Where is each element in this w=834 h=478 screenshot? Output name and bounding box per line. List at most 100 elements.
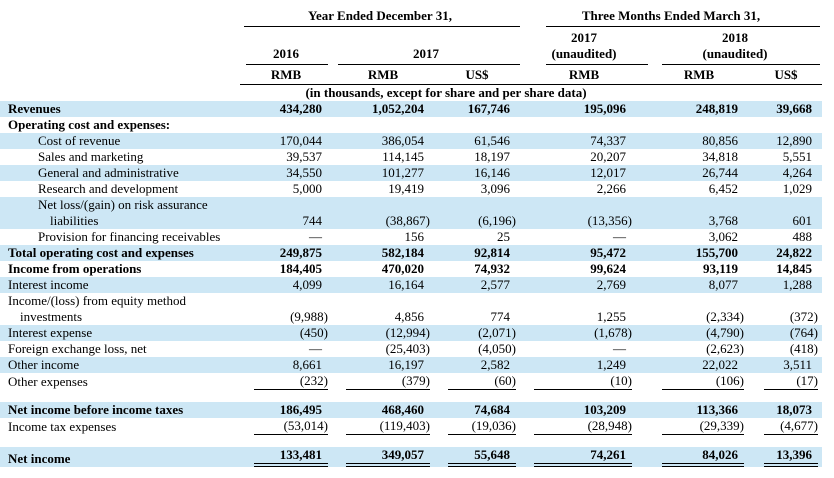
table-row: General and administrative 34,550 101,277 1… <box>0 165 823 181</box>
row-label: General and administrative <box>38 165 179 180</box>
cell-value: (9,988) <box>290 309 328 324</box>
cell-value: 386,054 <box>381 133 424 148</box>
cell-value: 80,856 <box>702 133 738 148</box>
cell-value: 155,700 <box>695 245 738 260</box>
col-2017-q1-label: 2017 <box>571 30 597 45</box>
cell-value: 14,845 <box>776 261 813 276</box>
row-label: Other income <box>8 357 80 372</box>
currency-header: RMB <box>520 65 648 85</box>
cell-value: 18,073 <box>776 402 813 417</box>
table-row: Research and development 5,000 19,419 3,096… <box>0 181 822 197</box>
cell-value: 34,818 <box>702 149 738 164</box>
year-row: 2016 2017 2017 (unaudited) 2018 (unaudit… <box>0 27 822 65</box>
cell-value: (2,334) <box>706 309 744 324</box>
cell-value: 1,288 <box>782 277 813 292</box>
group-rule <box>244 26 520 27</box>
group-three-months: Three Months Ended March 31, <box>520 6 822 27</box>
cell-value: 13,396 <box>750 447 822 467</box>
cell-value: (2,071) <box>478 325 516 340</box>
row-label: Operating cost and expenses: <box>8 117 171 132</box>
cell-value: (17) <box>750 373 822 390</box>
cell-value: 5,551 <box>782 149 813 164</box>
cell-value: 12,890 <box>776 133 813 148</box>
group-rule <box>546 26 821 27</box>
row-label: Revenues <box>8 101 61 116</box>
cell-value <box>240 117 332 133</box>
income-statement-table: Year Ended December 31, Three Months End… <box>0 6 823 467</box>
group-year-ended: Year Ended December 31, <box>240 6 520 27</box>
cell-value: (4,677) <box>750 418 822 435</box>
cell-value: 26,744 <box>702 165 738 180</box>
row-label: Interest income <box>8 277 89 292</box>
cell-value: (60) <box>434 373 520 390</box>
col-2017-q1: 2017 (unaudited) <box>520 27 648 65</box>
cell-value: 99,624 <box>590 261 626 276</box>
cell-value: — <box>309 341 322 356</box>
cell-value: 74,261 <box>520 447 648 467</box>
cell-value: 55,648 <box>434 447 520 467</box>
cell-value: 248,819 <box>695 101 738 116</box>
cell-value: 195,096 <box>583 101 626 116</box>
cell-value: 101,277 <box>381 165 424 180</box>
cell-value <box>434 117 520 133</box>
cell-value <box>520 117 648 133</box>
cell-value: 488 <box>792 229 813 244</box>
cell-value: 2,582 <box>480 357 510 372</box>
col-2017-label: 2017 <box>413 46 439 61</box>
col-2018-q1: 2018 (unaudited) <box>648 27 822 65</box>
cell-value: 24,822 <box>776 245 813 260</box>
cell-value: (10) <box>520 373 648 390</box>
cell-value: 170,044 <box>279 133 322 148</box>
units-note-row: (in thousands, except for share and per … <box>0 85 822 102</box>
year-rule <box>546 64 648 65</box>
cell-value: 61,546 <box>474 133 510 148</box>
cell-value: (379) <box>332 373 434 390</box>
cell-value: 1,029 <box>782 181 813 196</box>
year-rule <box>246 64 328 65</box>
cell-value: — <box>613 341 626 356</box>
cell-value: 601 <box>792 213 813 228</box>
row-label: Other expenses <box>8 374 88 389</box>
cell-value: 744 <box>302 213 323 228</box>
table-body: Revenues 434,280 1,052,204 167,746 195,096 24… <box>0 101 823 467</box>
cell-value: (2,623) <box>706 341 744 356</box>
row-label: Income/(loss) from equity method investme… <box>0 293 240 325</box>
spacer-row <box>0 435 822 447</box>
cell-value: 22,022 <box>702 357 738 372</box>
table-row: Revenues 434,280 1,052,204 167,746 195,096 24… <box>0 101 823 117</box>
cell-value: (6,196) <box>478 213 516 228</box>
header-spacer <box>0 65 240 85</box>
cell-value: 4,856 <box>394 309 424 324</box>
cell-value: 95,472 <box>590 245 626 260</box>
table-row: Net loss/(gain) on risk assurance liabili… <box>0 197 823 229</box>
cell-value: — <box>309 229 322 244</box>
cell-value: (19,036) <box>434 418 520 435</box>
row-label: Interest expense <box>8 325 93 340</box>
cell-value: 349,057 <box>332 447 434 467</box>
cell-value: 186,495 <box>279 402 322 417</box>
cell-value: 25 <box>497 229 510 244</box>
spacer-cell <box>0 435 822 447</box>
cell-value: (450) <box>299 325 328 340</box>
spacer-cell <box>0 390 822 402</box>
cell-value: 5,000 <box>292 181 322 196</box>
table-row: Foreign exchange loss, net — (25,403) (4,05… <box>0 341 822 357</box>
table-row: Income tax expenses (53,014) (119,403) (19,… <box>0 418 822 435</box>
cell-value: (13,356) <box>587 213 632 228</box>
cell-value: (764) <box>789 325 819 340</box>
col-2018-q1-unaudited: (unaudited) <box>702 46 768 61</box>
row-label: Income tax expenses <box>8 419 117 434</box>
cell-value: 468,460 <box>381 402 424 417</box>
group-three-months-label: Three Months Ended March 31, <box>581 8 761 23</box>
currency-header: US$ <box>750 65 823 85</box>
table-row: Cost of revenue 170,044 386,054 61,546 74,33… <box>0 133 823 149</box>
cell-value: 18,197 <box>474 149 510 164</box>
cell-value: 4,264 <box>782 165 813 180</box>
cell-value: — <box>613 229 626 244</box>
cell-value: 39,537 <box>286 149 322 164</box>
table-row: Operating cost and expenses: <box>0 117 822 133</box>
cell-value: 249,875 <box>279 245 322 260</box>
cell-value: 8,077 <box>708 277 738 292</box>
cell-value: 1,255 <box>596 309 626 324</box>
